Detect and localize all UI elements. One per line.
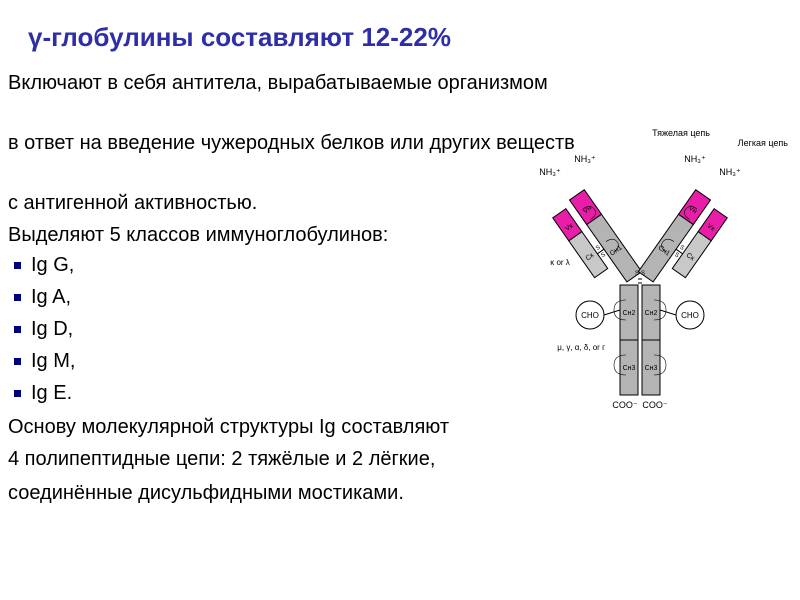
text-line-7: соединённые дисульфидными мостиками. <box>8 480 404 506</box>
svg-text:NH₃⁺: NH₃⁺ <box>574 154 596 164</box>
text-line-4: Выделяют 5 классов иммуноглобулинов: <box>8 222 388 248</box>
svg-text:Cн2: Cн2 <box>623 310 636 317</box>
svg-text:NH₃⁺: NH₃⁺ <box>684 154 706 164</box>
ig-class-label: Ig A, <box>31 286 71 309</box>
svg-text:S: S <box>673 252 680 259</box>
bullet-icon <box>14 262 21 269</box>
svg-text:Cн2: Cн2 <box>645 310 658 317</box>
svg-text:S: S <box>678 245 685 252</box>
ig-class-label: Ig E. <box>31 382 72 405</box>
bullet-icon <box>14 390 21 397</box>
list-item: Ig D, <box>8 318 73 341</box>
text-line-5: Основу молекулярной структуры Ig составл… <box>8 414 449 440</box>
svg-text:S: S <box>600 252 607 259</box>
antibody-svg: Vн Cн1 Vк Cк S S Vн Cн1 Vк Cк S S <box>490 140 790 430</box>
antibody-diagram: Vн Cн1 Vк Cк S S Vн Cн1 Vк Cк S S <box>490 140 790 430</box>
text-line-6: 4 полипептидные цепи: 2 тяжёлые и 2 лёгк… <box>8 446 435 472</box>
svg-text:S-S: S-S <box>635 271 645 277</box>
text-line-3: с антигенной активностью. <box>8 190 257 216</box>
svg-text:Cн3: Cн3 <box>623 365 636 372</box>
svg-text:COO⁻: COO⁻ <box>612 400 638 410</box>
svg-text:κ or λ: κ or λ <box>550 258 570 267</box>
ig-class-label: Ig G, <box>31 254 74 277</box>
page-title: γ-глобулины составляют 12-22% <box>28 22 451 53</box>
text-line-1: Включают в себя антитела, вырабатываемые… <box>8 70 548 96</box>
svg-text:CHO: CHO <box>581 311 599 320</box>
svg-text:NH₃⁺: NH₃⁺ <box>719 167 741 177</box>
svg-text:CHO: CHO <box>681 311 699 320</box>
ig-class-label: Ig M, <box>31 350 75 373</box>
list-item: Ig E. <box>8 382 72 405</box>
ig-class-label: Ig D, <box>31 318 73 341</box>
svg-text:Cн3: Cн3 <box>645 365 658 372</box>
bullet-icon <box>14 294 21 301</box>
list-item: Ig M, <box>8 350 75 373</box>
svg-text:μ, γ, α, δ, or г: μ, γ, α, δ, or г <box>557 343 605 352</box>
bullet-icon <box>14 358 21 365</box>
svg-text:COO⁻: COO⁻ <box>642 400 668 410</box>
list-item: Ig G, <box>8 254 74 277</box>
list-item: Ig A, <box>8 286 71 309</box>
svg-text:S: S <box>595 245 602 252</box>
svg-text:NH₃⁺: NH₃⁺ <box>539 167 561 177</box>
bullet-icon <box>14 326 21 333</box>
diagram-label-heavy: Тяжелая цепь <box>652 128 710 138</box>
